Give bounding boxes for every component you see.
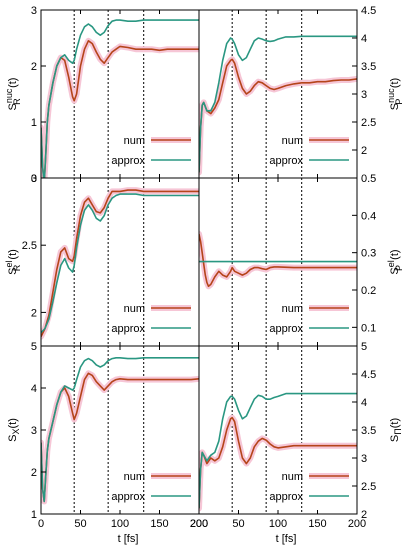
panel-frame xyxy=(40,9,200,179)
series-approx xyxy=(41,193,199,334)
series-approx xyxy=(199,392,357,509)
ytick-label: 3 xyxy=(31,425,37,437)
plot-area xyxy=(41,187,199,340)
xtick-label: 150 xyxy=(308,518,326,530)
plot-area xyxy=(41,356,199,505)
xtick-label: 50 xyxy=(74,518,86,530)
xtick-label: 50 xyxy=(232,518,244,530)
ytick-label: 1 xyxy=(31,509,37,521)
y-axis-label: SelR(t) xyxy=(4,249,22,275)
ytick-label: 3 xyxy=(361,453,367,465)
ytick-label: 4 xyxy=(361,33,367,45)
xtick-label: 200 xyxy=(190,518,208,530)
legend-approx-label: approx xyxy=(111,491,145,503)
ytick-label: 0.5 xyxy=(361,173,376,185)
ytick-label: 3.5 xyxy=(361,425,376,437)
ytick-label: 2 xyxy=(31,307,37,319)
ytick-label: 0 xyxy=(31,173,37,185)
ytick-label: 3 xyxy=(361,89,367,101)
ytick-label: 2 xyxy=(361,145,367,157)
series-num xyxy=(199,233,357,288)
ytick-label: 2.5 xyxy=(361,481,376,493)
xtick-label: 200 xyxy=(190,518,208,530)
legend-num-label: num xyxy=(124,135,145,147)
panel-top-left: 0 1 2 3 SnucR(t) num approx xyxy=(4,5,200,185)
series-approx xyxy=(41,19,199,178)
y-axis-label: SX(t) xyxy=(7,418,21,442)
series-num-band xyxy=(41,187,199,340)
y-axis-label: SΠ(t) xyxy=(389,418,403,442)
legend-num-label: num xyxy=(282,303,303,315)
xtick-label: 0 xyxy=(38,518,44,530)
panel-mid-right: 0.1 0.2 0.3 0.4 0.5 SelP(t) num approx xyxy=(198,173,404,347)
ytick-label: 4 xyxy=(31,383,37,395)
legend-approx-label: approx xyxy=(269,491,303,503)
ytick-label: 2 xyxy=(361,509,367,521)
panel-top-right: 2 2.5 3 3.5 4 4.5 SnucP(t) num approx xyxy=(198,5,404,179)
ytick-label: 0.1 xyxy=(361,322,376,334)
legend-approx-label: approx xyxy=(111,155,145,167)
legend-num-label: num xyxy=(282,135,303,147)
panel-frame xyxy=(40,177,200,347)
series-num xyxy=(199,416,357,509)
ytick-label: 3 xyxy=(31,5,37,17)
xtick-label: 150 xyxy=(150,518,168,530)
panel-mid-left: 2 2.5 3 SelR(t) num approx xyxy=(4,173,200,347)
x-axis-label: t [fs] xyxy=(276,533,297,545)
legend-approx-label: approx xyxy=(269,323,303,335)
series-num xyxy=(41,189,199,337)
panel-frame xyxy=(198,345,358,515)
ytick-label: 0.3 xyxy=(361,248,376,260)
series-approx xyxy=(41,356,199,503)
panel-frame xyxy=(40,345,200,515)
series-approx xyxy=(199,35,357,173)
series-num-band xyxy=(41,370,199,505)
series-num xyxy=(199,58,357,173)
panel-bot-right: 2 2.5 3 3.5 4 4.5 5 200 50 100 150 200 t [fs] SΠ(t) nu… xyxy=(190,341,403,545)
ytick-label: 3.5 xyxy=(361,61,376,73)
y-axis-label: SnucP(t) xyxy=(386,78,404,110)
ytick-label: 1 xyxy=(31,117,37,129)
ytick-label: 2.5 xyxy=(22,240,37,252)
plot-area xyxy=(41,19,199,178)
x-axis-label: t [fs] xyxy=(118,533,139,545)
legend-approx-label: approx xyxy=(111,323,145,335)
ytick-label: 2 xyxy=(31,467,37,479)
ytick-label: 0.2 xyxy=(361,285,376,297)
plot-area xyxy=(199,392,357,512)
series-num-band xyxy=(199,231,357,290)
ytick-label: 5 xyxy=(31,341,37,353)
legend-num-label: num xyxy=(282,471,303,483)
ytick-label: 3 xyxy=(31,173,37,185)
y-axis-label: SnucR(t) xyxy=(4,78,22,111)
xtick-label: 100 xyxy=(269,518,287,530)
xtick-label: 100 xyxy=(111,518,129,530)
ytick-label: 4.5 xyxy=(361,5,376,17)
ytick-label: 0.4 xyxy=(361,210,376,222)
plot-area xyxy=(199,231,357,290)
ytick-label: 2.5 xyxy=(361,117,376,129)
legend-num-label: num xyxy=(124,303,145,315)
ytick-label: 4 xyxy=(361,397,367,409)
ytick-label: 5 xyxy=(361,341,367,353)
ytick-label: 2 xyxy=(31,61,37,73)
y-axis-label: SelP(t) xyxy=(386,249,404,274)
ytick-label: 4.5 xyxy=(361,369,376,381)
legend-num-label: num xyxy=(124,471,145,483)
legend-approx-label: approx xyxy=(269,155,303,167)
plot-area xyxy=(199,35,357,176)
xtick-label: 200 xyxy=(348,518,366,530)
